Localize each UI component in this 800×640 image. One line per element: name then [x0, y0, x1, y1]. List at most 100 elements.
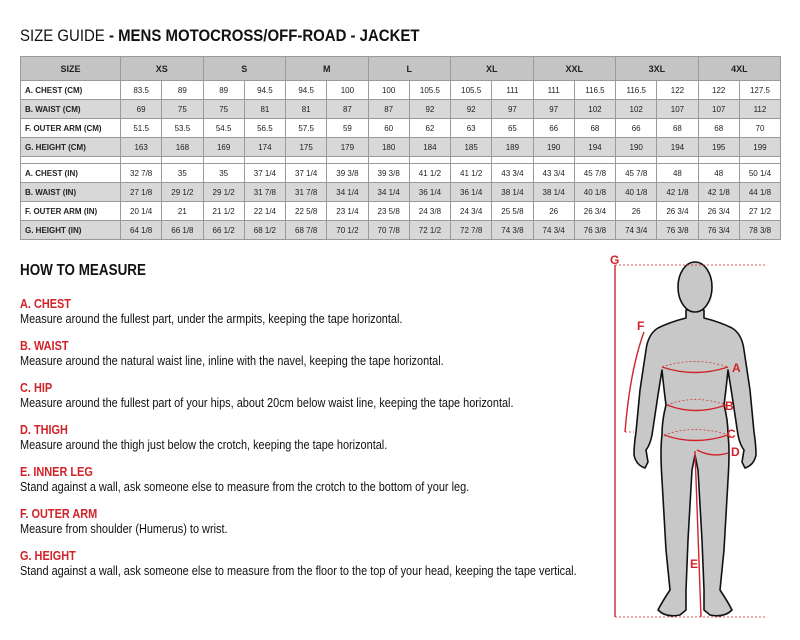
row-label: G. HEIGHT (CM)	[20, 137, 121, 157]
row-label: G. HEIGHT (IN)	[20, 220, 121, 240]
table-cell: 23 5/8	[367, 201, 410, 221]
table-cell: 102	[573, 99, 617, 119]
size-xs: XS	[120, 56, 204, 81]
table-cell: 102	[615, 99, 658, 119]
table-cell: 116.5	[615, 80, 658, 100]
label-a: A	[732, 361, 741, 375]
table-cell: 63	[450, 118, 493, 138]
table-cell: 60	[367, 118, 410, 138]
table-cell: 68	[656, 118, 699, 138]
table-cell: 175	[285, 137, 328, 157]
row-label: A. CHEST (CM)	[20, 80, 121, 100]
table-cell: 45 7/8	[615, 163, 658, 183]
spacer-cell	[573, 156, 617, 164]
table-cell: 21 1/2	[202, 201, 245, 221]
table-cell: 24 3/4	[450, 201, 493, 221]
table-cell: 26 3/4	[697, 201, 740, 221]
table-cell: 35	[161, 163, 204, 183]
label-d: D	[731, 445, 740, 459]
page-title: SIZE GUIDE - MENS MOTOCROSS/OFF-ROAD - J…	[20, 26, 420, 46]
table-cell: 66 1/2	[202, 220, 245, 240]
spacer-cell	[285, 156, 328, 164]
spacer-cell	[656, 156, 699, 164]
spacer-cell	[367, 156, 410, 164]
label-b: B	[725, 399, 734, 413]
table-cell: 26	[615, 201, 658, 221]
table-cell: 48	[697, 163, 740, 183]
measure-title: D. THIGH	[20, 422, 68, 437]
table-cell: 20 1/4	[119, 201, 163, 221]
table-cell: 87	[367, 99, 410, 119]
label-e: E	[690, 557, 698, 571]
table-row: A. CHEST (CM) 83.5 89 89 94.5 94.5 100 100 105.5…	[20, 80, 782, 100]
table-cell: 68 7/8	[285, 220, 328, 240]
size-3xl: 3XL	[615, 56, 699, 81]
body-silhouette	[633, 261, 757, 617]
table-cell: 111	[491, 80, 534, 100]
spacer-cell	[491, 156, 534, 164]
table-cell: 72 7/8	[450, 220, 493, 240]
table-cell: 83.5	[119, 80, 163, 100]
table-cell: 194	[573, 137, 617, 157]
table-row: G. HEIGHT (CM) 163 168 169 174 175 179 180 184 18…	[20, 137, 782, 157]
table-cell: 94.5	[243, 80, 287, 100]
measure-section: B. WAIST Measure around the natural waist…	[20, 338, 625, 369]
how-to-measure-heading: HOW TO MEASURE	[20, 262, 146, 279]
table-cell: 26 3/4	[573, 201, 617, 221]
table-cell: 23 1/4	[326, 201, 369, 221]
row-label: F. OUTER ARM (IN)	[20, 201, 121, 221]
row-label: A. CHEST (IN)	[20, 163, 121, 183]
table-cell: 57.5	[285, 118, 328, 138]
table-cell: 25 5/8	[491, 201, 534, 221]
table-cell: 190	[615, 137, 658, 157]
table-cell: 31 7/8	[243, 182, 287, 202]
spacer-cell	[408, 156, 452, 164]
table-cell: 35	[202, 163, 245, 183]
table-cell: 31 7/8	[285, 182, 328, 202]
table-cell: 64 1/8	[119, 220, 163, 240]
table-cell: 81	[285, 99, 328, 119]
label-f: F	[637, 319, 644, 333]
table-cell: 39 3/8	[326, 163, 369, 183]
table-cell: 59	[326, 118, 369, 138]
table-cell: 29 1/2	[161, 182, 204, 202]
table-cell: 74 3/4	[532, 220, 575, 240]
table-cell: 34 1/4	[367, 182, 410, 202]
table-cell: 54.5	[202, 118, 245, 138]
table-cell: 105.5	[450, 80, 493, 100]
measure-text: Measure from shoulder (Humerus) to wrist…	[20, 521, 228, 536]
spacer-cell	[161, 156, 204, 164]
table-row: B. WAIST (IN) 27 1/8 29 1/2 29 1/2 31 7/8 31 …	[20, 182, 782, 202]
table-cell: 68	[697, 118, 740, 138]
table-row: A. CHEST (IN) 32 7/8 35 35 37 1/4 37 1/4 39 3/…	[20, 163, 782, 183]
measure-title: E. INNER LEG	[20, 464, 93, 479]
table-cell: 42 1/8	[656, 182, 699, 202]
table-cell: 107	[697, 99, 740, 119]
table-cell: 75	[202, 99, 245, 119]
row-label: F. OUTER ARM (CM)	[20, 118, 121, 138]
table-cell: 89	[161, 80, 204, 100]
measure-text: Measure around the thigh just below the …	[20, 437, 388, 452]
table-cell: 111	[532, 80, 575, 100]
table-cell: 66	[615, 118, 658, 138]
table-cell: 74 3/8	[491, 220, 534, 240]
table-cell: 89	[202, 80, 245, 100]
table-cell: 92	[408, 99, 452, 119]
table-cell: 56.5	[243, 118, 287, 138]
table-cell: 94.5	[285, 80, 328, 100]
measure-section: E. INNER LEG Stand against a wall, ask so…	[20, 464, 625, 495]
table-cell: 74 3/4	[615, 220, 658, 240]
measure-text: Measure around the fullest part of your …	[20, 395, 514, 410]
spacer-cell	[450, 156, 493, 164]
table-cell: 185	[450, 137, 493, 157]
table-cell: 41 1/2	[408, 163, 452, 183]
table-cell: 184	[408, 137, 452, 157]
table-cell: 36 1/4	[450, 182, 493, 202]
table-cell: 40 1/8	[573, 182, 617, 202]
size-xl: XL	[450, 56, 534, 81]
table-cell: 75	[161, 99, 204, 119]
table-cell: 38 1/4	[491, 182, 534, 202]
measure-title: G. HEIGHT	[20, 548, 76, 563]
table-cell: 62	[408, 118, 452, 138]
measure-title: A. CHEST	[20, 296, 71, 311]
